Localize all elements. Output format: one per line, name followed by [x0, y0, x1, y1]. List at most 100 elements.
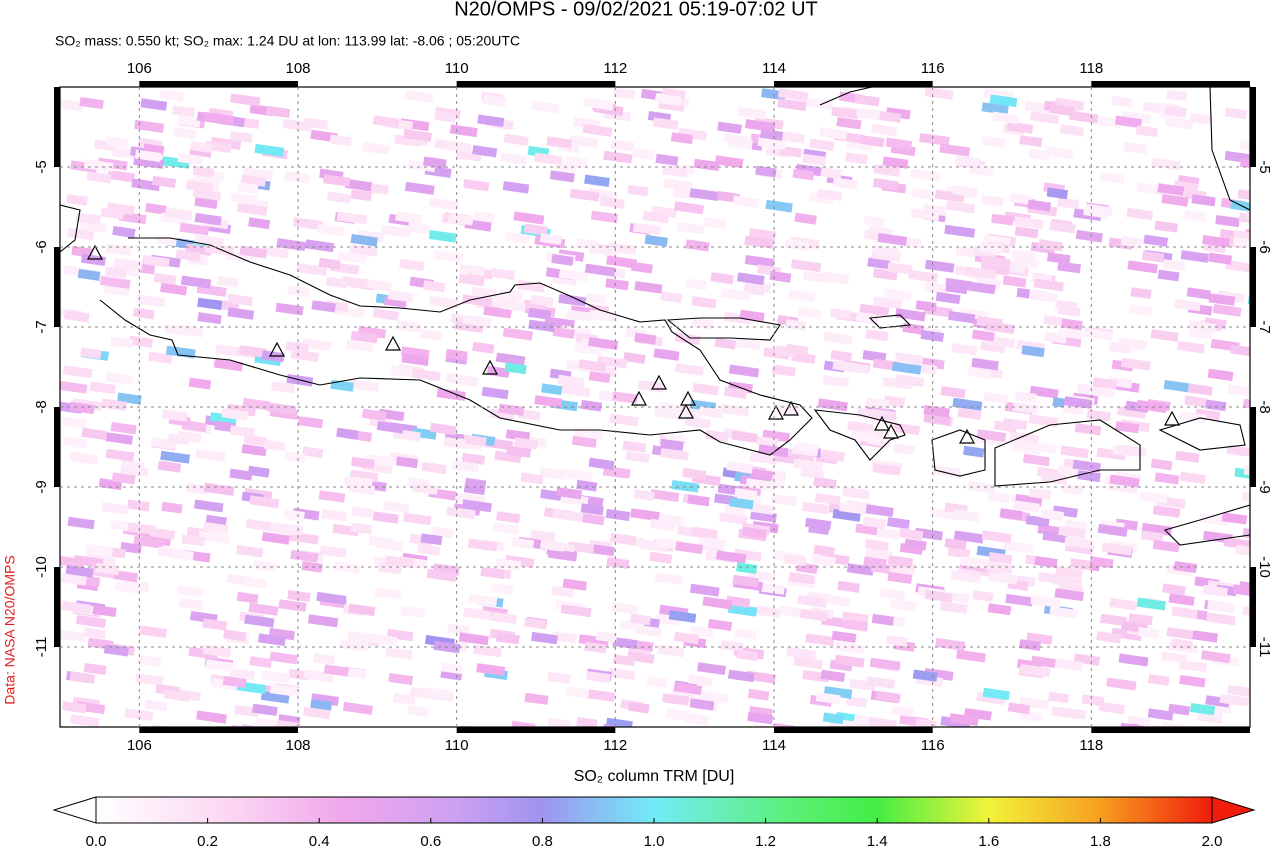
retrieval-pixel	[1022, 453, 1050, 467]
retrieval-pixel	[230, 192, 258, 205]
retrieval-pixel	[392, 693, 416, 705]
retrieval-pixel	[140, 98, 168, 111]
retrieval-pixel	[634, 281, 663, 294]
retrieval-pixel	[949, 713, 979, 726]
retrieval-pixel	[715, 550, 747, 564]
retrieval-pixel	[823, 331, 853, 345]
retrieval-pixel	[1200, 650, 1231, 664]
retrieval-pixel	[372, 115, 400, 128]
retrieval-pixel	[895, 374, 925, 388]
retrieval-pixel	[1057, 197, 1080, 210]
retrieval-pixel	[756, 605, 781, 618]
retrieval-pixel	[865, 504, 894, 518]
retrieval-pixel	[411, 482, 439, 495]
retrieval-pixel	[687, 494, 710, 507]
volcano	[767, 404, 785, 420]
retrieval-pixel	[67, 516, 95, 530]
retrieval-pixel	[736, 562, 758, 575]
retrieval-pixel	[692, 382, 719, 396]
retrieval-pixel	[702, 596, 733, 610]
retrieval-pixel	[830, 308, 852, 320]
volcano	[873, 415, 891, 431]
retrieval-pixel	[1235, 544, 1250, 557]
retrieval-pixel	[587, 689, 616, 702]
retrieval-pixel	[236, 591, 259, 604]
retrieval-pixel	[404, 89, 434, 103]
retrieval-pixel	[904, 538, 927, 551]
frame-strip	[1250, 407, 1256, 487]
retrieval-pixel	[1174, 298, 1201, 312]
frame-strip	[1250, 567, 1256, 647]
x-tick-label: 106	[127, 60, 152, 77]
y-tick-label: -8	[33, 400, 50, 413]
retrieval-pixel	[1009, 193, 1033, 205]
retrieval-pixel	[155, 234, 178, 247]
retrieval-pixel	[436, 388, 466, 401]
retrieval-pixel	[982, 687, 1010, 701]
retrieval-pixel	[310, 699, 333, 711]
retrieval-pixel	[132, 307, 155, 320]
retrieval-pixel	[60, 573, 87, 586]
retrieval-pixel	[611, 602, 639, 615]
retrieval-pixel	[105, 432, 134, 445]
retrieval-pixel	[714, 337, 737, 350]
retrieval-pixel	[1040, 509, 1065, 522]
coastline	[819, 87, 873, 106]
map-area	[60, 87, 1250, 727]
retrieval-pixel	[1143, 234, 1169, 247]
retrieval-pixel	[1179, 471, 1206, 484]
frame-strip	[54, 87, 60, 167]
retrieval-pixel	[1123, 141, 1148, 155]
retrieval-pixel	[999, 508, 1024, 521]
retrieval-pixel	[734, 487, 758, 501]
retrieval-pixel	[629, 613, 652, 626]
x-tick-label: 106	[127, 737, 152, 754]
retrieval-pixel	[887, 555, 913, 568]
retrieval-pixel	[105, 266, 127, 279]
retrieval-pixel	[981, 194, 1004, 207]
retrieval-pixel	[458, 273, 482, 286]
retrieval-pixel	[652, 117, 679, 130]
retrieval-pixel	[305, 239, 335, 253]
retrieval-pixel	[171, 548, 194, 561]
retrieval-pixel	[1092, 377, 1118, 390]
retrieval-pixel	[1119, 722, 1144, 727]
retrieval-pixel	[799, 608, 829, 622]
retrieval-pixel	[599, 196, 625, 209]
retrieval-pixel	[559, 384, 591, 398]
retrieval-pixel	[1141, 250, 1165, 263]
retrieval-pixel	[239, 245, 268, 259]
subtitle: SO₂ mass: 0.550 kt; SO₂ max: 1.24 DU at …	[55, 33, 520, 49]
retrieval-pixel	[134, 149, 162, 163]
retrieval-pixel	[75, 212, 102, 225]
coastline	[813, 409, 906, 461]
retrieval-pixel	[1150, 329, 1179, 342]
retrieval-pixel	[157, 460, 182, 473]
retrieval-pixel	[303, 117, 329, 130]
retrieval-pixel	[775, 403, 800, 416]
retrieval-pixel	[490, 611, 518, 625]
retrieval-pixel	[689, 188, 720, 202]
retrieval-pixel	[1060, 445, 1089, 459]
retrieval-pixel	[723, 133, 752, 147]
retrieval-pixel	[845, 696, 868, 708]
retrieval-pixel	[501, 299, 526, 312]
colorbar-tick-label: 1.6	[978, 833, 999, 850]
retrieval-pixel	[347, 630, 371, 643]
retrieval-pixel	[749, 452, 778, 465]
retrieval-pixel	[1171, 606, 1198, 619]
retrieval-pixel	[890, 599, 917, 612]
retrieval-pixel	[886, 517, 910, 530]
retrieval-pixel	[290, 549, 319, 563]
retrieval-pixel	[134, 119, 165, 133]
retrieval-pixel	[547, 548, 578, 562]
retrieval-pixel	[657, 644, 685, 658]
retrieval-pixel	[898, 528, 924, 541]
retrieval-pixel	[80, 347, 102, 360]
retrieval-pixel	[1028, 487, 1052, 500]
retrieval-pixel	[75, 615, 106, 628]
retrieval-pixel	[80, 253, 106, 266]
retrieval-pixel	[194, 234, 225, 248]
retrieval-pixel	[160, 282, 188, 296]
retrieval-pixel	[957, 407, 982, 421]
